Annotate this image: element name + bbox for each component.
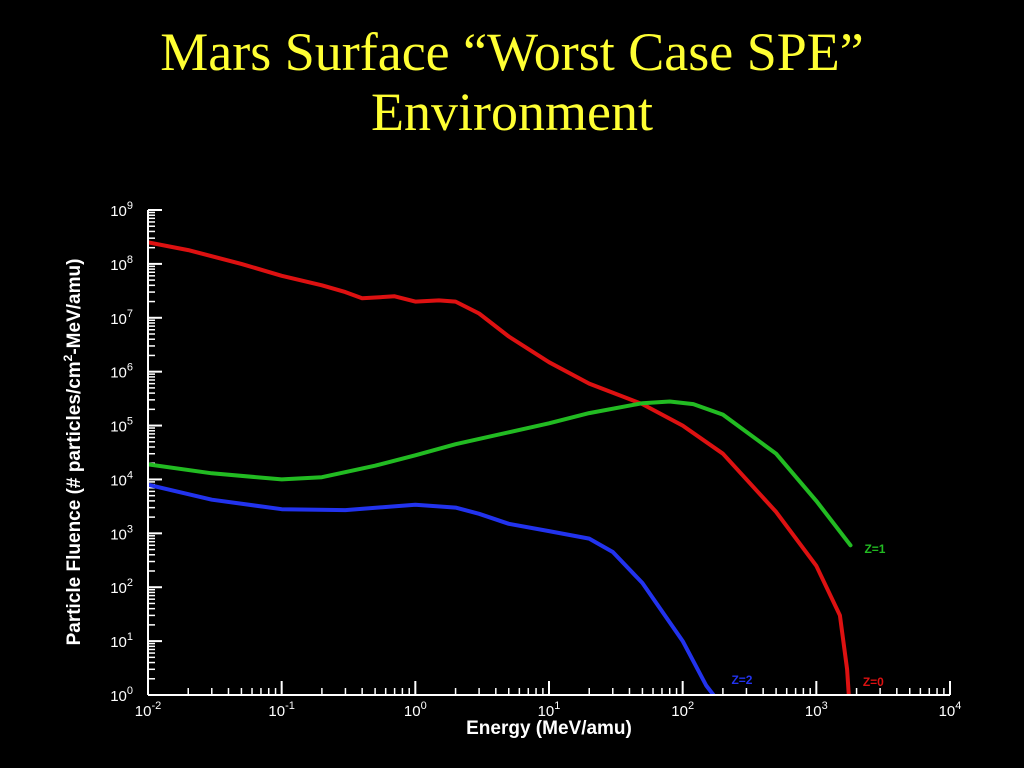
x-tick-label: 10-2	[135, 700, 161, 720]
x-tick-label: 100	[404, 700, 427, 720]
y-tick-label: 106	[110, 362, 133, 382]
y-tick-label: 109	[110, 200, 133, 220]
series-label-z0: Z=0	[863, 675, 884, 689]
y-axis-title-tail: -MeV/amu)	[64, 259, 85, 355]
x-axis-title: Energy (MeV/amu)	[466, 718, 632, 739]
lines-layer	[148, 240, 853, 695]
x-tick-label: 102	[671, 700, 694, 720]
series-line-z1	[148, 399, 853, 548]
series-label-z1: Z=1	[864, 542, 885, 556]
y-tick-label: 102	[110, 577, 133, 597]
y-tick-label: 104	[110, 469, 133, 489]
series-line-z0	[148, 240, 851, 695]
y-tick-label: 108	[110, 254, 133, 274]
x-tick-label: 10-1	[268, 700, 294, 720]
slide-title-line-2: Environment	[371, 82, 653, 142]
slide-title: Mars Surface “Worst Case SPE” Environmen…	[0, 22, 1024, 142]
y-tick-label: 100	[110, 685, 133, 705]
y-axis-title-main: Particle Fluence (# particles/cm	[64, 361, 85, 645]
labels-layer: 100 101 102 103 104 105 106 107 108 109 10-2 10-1 10…	[110, 200, 961, 720]
y-tick-label: 101	[110, 631, 133, 651]
x-tick-label: 101	[538, 700, 561, 720]
x-tick-label: 104	[939, 700, 962, 720]
series-line-z2	[148, 482, 716, 695]
x-tick-label: 103	[805, 700, 828, 720]
y-axis-title-sup: 2	[61, 354, 75, 361]
slide-title-line-1: Mars Surface “Worst Case SPE”	[160, 22, 864, 82]
y-axis-title: Particle Fluence (# particles/cm2-MeV/am…	[61, 259, 85, 646]
series-label-z2: Z=2	[731, 673, 752, 687]
y-tick-label: 107	[110, 308, 133, 328]
y-tick-label: 103	[110, 523, 133, 543]
y-tick-label: 105	[110, 416, 133, 436]
series-group	[148, 240, 853, 695]
ticks-layer	[147, 209, 951, 696]
